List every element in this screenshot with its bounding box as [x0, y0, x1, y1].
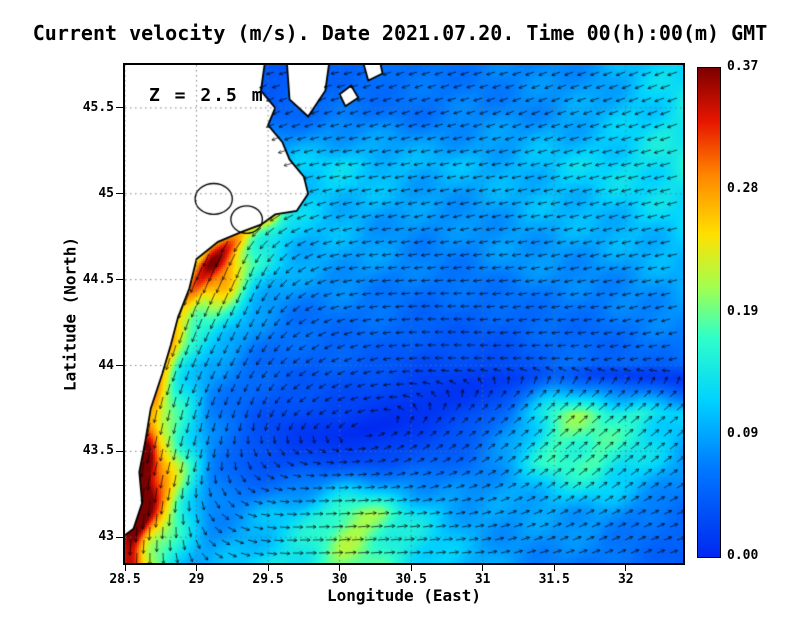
y-tick-mark: [116, 107, 123, 109]
x-tick-label: 28.5: [109, 572, 141, 587]
x-tick-mark: [339, 565, 341, 571]
x-tick-label: 30.5: [395, 572, 427, 587]
plot-title: Current velocity (m/s). Date 2021.07.20.…: [32, 21, 768, 45]
x-tick-label: 31.5: [538, 572, 570, 587]
y-tick-label: 45: [98, 185, 114, 201]
colorbar-tick-label: 0.09: [727, 425, 759, 441]
x-tick-mark: [410, 565, 412, 571]
colorbar-tick-label: 0.00: [727, 548, 759, 563]
x-tick-label: 29: [188, 572, 205, 587]
x-tick-mark: [553, 565, 555, 571]
colorbar-tick-label: 0.28: [727, 181, 759, 197]
x-tick-label: 31: [474, 572, 491, 587]
colorbar: [697, 67, 721, 558]
velocity-field-canvas: [125, 65, 683, 563]
y-tick-mark: [116, 536, 123, 538]
y-tick-label: 44: [98, 357, 114, 373]
depth-annotation: Z = 2.5 m: [149, 85, 265, 106]
x-tick-mark: [625, 565, 627, 571]
x-tick-mark: [267, 565, 269, 571]
y-tick-label: 45.5: [82, 99, 114, 115]
y-tick-label: 43.5: [82, 443, 114, 459]
x-tick-label: 30: [331, 572, 348, 587]
y-tick-mark: [116, 279, 123, 281]
x-tick-mark: [482, 565, 484, 571]
x-tick-mark: [124, 565, 126, 571]
y-tick-mark: [116, 450, 123, 452]
colorbar-tick-label: 0.19: [727, 303, 759, 319]
colorbar-tick-label: 0.37: [727, 59, 759, 74]
x-tick-mark: [196, 565, 198, 571]
plot-area: Z = 2.5 m: [123, 63, 685, 565]
x-tick-label: 29.5: [252, 572, 284, 587]
y-tick-mark: [116, 365, 123, 367]
y-tick-label: 44.5: [82, 271, 114, 287]
y-tick-mark: [116, 193, 123, 195]
x-tick-label: 32: [617, 572, 634, 587]
y-tick-label: 43: [98, 529, 114, 545]
x-axis-label: Longitude (East): [326, 586, 482, 605]
